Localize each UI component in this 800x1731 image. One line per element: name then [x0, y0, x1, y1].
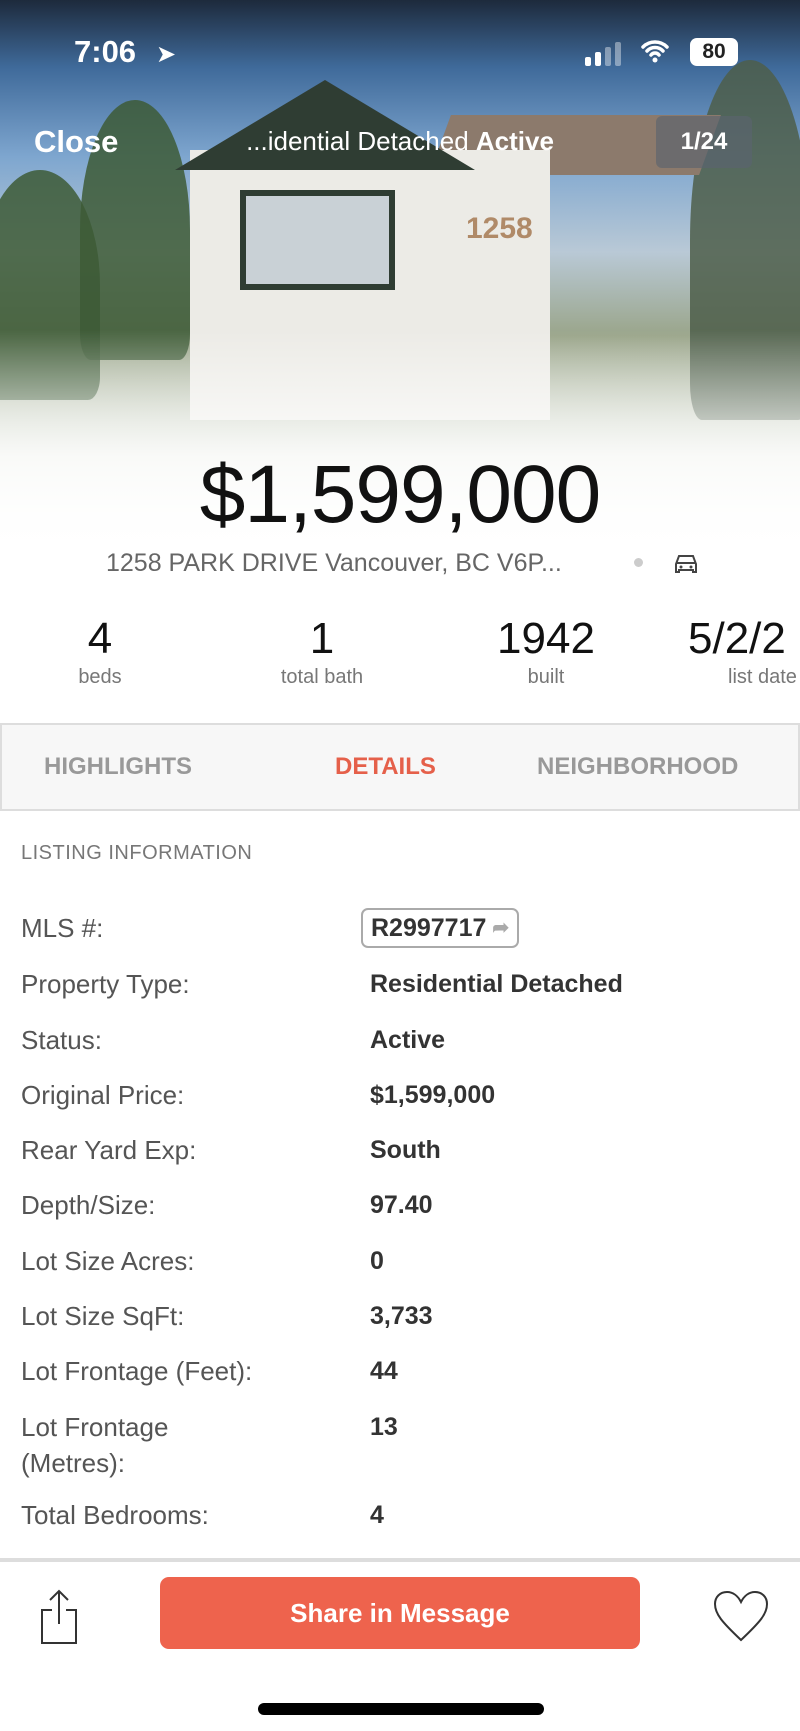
car-icon[interactable]	[674, 553, 698, 575]
detail-value: 3,733	[370, 1302, 433, 1330]
section-title: LISTING INFORMATION	[21, 842, 253, 864]
detail-label: Property Type:	[21, 969, 190, 999]
status-bar: 7:06 ➤ 80	[0, 30, 800, 74]
window-image	[240, 190, 395, 290]
forward-arrow-icon: ➦	[492, 917, 510, 939]
tree-image	[80, 100, 190, 360]
price: $1,599,000	[199, 449, 601, 540]
listing-photo[interactable]: 1258	[0, 0, 800, 560]
stat-built: 1942 built	[446, 612, 646, 689]
detail-value: South	[370, 1136, 441, 1164]
share-in-message-button[interactable]: Share in Message	[160, 1577, 640, 1649]
detail-label: Rear Yard Exp:	[21, 1135, 197, 1165]
nav-title: ...idential Detached Active	[200, 126, 600, 157]
detail-label: Lot Size SqFt:	[21, 1301, 185, 1331]
stat-label: list date	[728, 666, 797, 688]
detail-label: Depth/Size:	[21, 1190, 156, 1220]
heart-icon[interactable]	[712, 1590, 770, 1642]
stat-beds: 4 beds	[0, 612, 200, 689]
bottom-divider	[0, 1558, 800, 1562]
mls-number: R2997717	[371, 914, 487, 942]
detail-label: Original Price:	[21, 1080, 185, 1110]
property-type-text: ...idential Detached	[246, 126, 469, 156]
detail-label: MLS #:	[21, 913, 104, 943]
detail-value: 13	[370, 1413, 398, 1441]
stat-baths: 1 total bath	[222, 612, 422, 689]
tab-bar: HIGHLIGHTS DETAILS NEIGHBORHOOD	[0, 723, 800, 811]
stat-value: 1	[309, 614, 335, 663]
tab-details[interactable]: DETAILS	[335, 753, 436, 780]
close-button[interactable]: Close	[34, 124, 119, 159]
detail-value: 44	[370, 1357, 398, 1385]
home-indicator[interactable]	[258, 1703, 544, 1715]
photo-fade	[0, 330, 800, 560]
stat-value: 1942	[497, 614, 595, 663]
detail-value: 0	[370, 1247, 384, 1275]
stat-value: 5/2/2	[688, 614, 786, 663]
status-text: Active	[475, 126, 554, 156]
address[interactable]: 1258 PARK DRIVE Vancouver, BC V6P...	[106, 549, 562, 577]
detail-value: 97.40	[370, 1191, 433, 1219]
stat-list-date: 5/2/2 list date	[688, 612, 800, 689]
location-arrow-icon: ➤	[156, 41, 177, 68]
share-icon[interactable]	[40, 1588, 78, 1644]
detail-label: Lot Frontage (Feet):	[21, 1356, 253, 1386]
tab-highlights[interactable]: HIGHLIGHTS	[44, 753, 192, 780]
stat-label: total bath	[280, 666, 364, 688]
clock: 7:06	[74, 34, 137, 69]
mls-link-button[interactable]: R2997717 ➦	[361, 908, 520, 948]
detail-label: Total Bedrooms:	[21, 1500, 209, 1530]
separator-dot	[634, 558, 643, 567]
wifi-icon	[641, 40, 669, 63]
detail-label: Lot Frontage (Metres):	[21, 1412, 169, 1478]
tab-neighborhood[interactable]: NEIGHBORHOOD	[537, 753, 739, 780]
detail-label: Status:	[21, 1025, 102, 1055]
roof-image	[175, 80, 475, 170]
cellular-signal-icon	[585, 42, 621, 66]
stat-label: built	[527, 666, 565, 688]
detail-value: Residential Detached	[370, 970, 623, 998]
house-number: 1258	[466, 212, 533, 245]
detail-value: $1,599,000	[370, 1081, 496, 1109]
battery-indicator: 80	[690, 38, 738, 66]
stat-value: 4	[87, 614, 113, 663]
detail-value: Active	[370, 1026, 446, 1054]
detail-label: Lot Size Acres:	[21, 1246, 195, 1276]
stat-label: beds	[78, 666, 122, 688]
detail-value: 4	[370, 1501, 384, 1529]
photo-counter: 1/24	[656, 116, 752, 168]
